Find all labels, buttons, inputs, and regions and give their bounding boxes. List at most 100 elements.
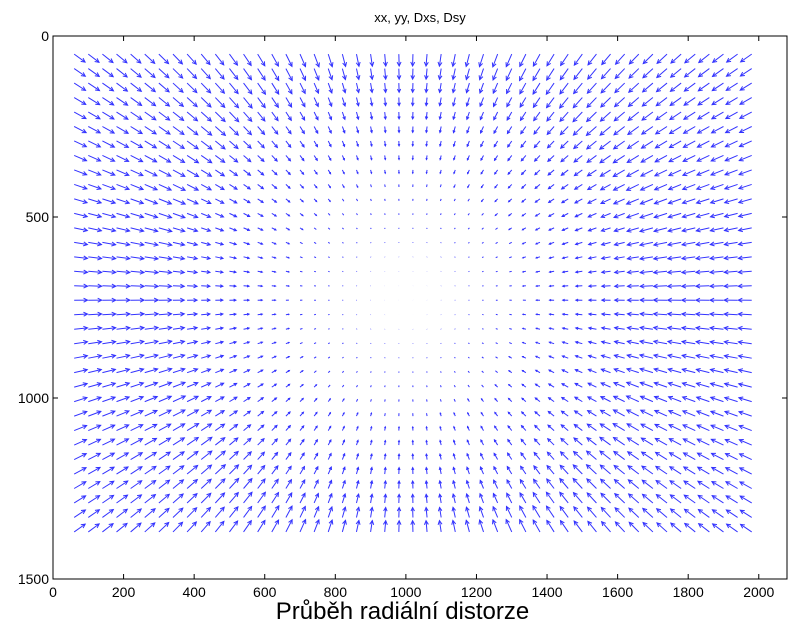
vector-arrowhead	[206, 492, 212, 498]
vector-arrowhead	[560, 185, 565, 190]
vector-arrowhead	[273, 313, 277, 316]
vector-arrowhead	[247, 505, 253, 511]
vector-arrowhead	[125, 227, 131, 233]
vector-arrowhead	[233, 340, 238, 345]
vector-arrowhead	[494, 397, 497, 401]
vector-arrow	[215, 327, 224, 330]
vector-arrowhead	[532, 75, 538, 82]
vector-arrowhead	[206, 409, 213, 415]
vector-arrow	[215, 423, 225, 431]
vector-arrowhead	[167, 241, 173, 247]
vector-arrowhead	[425, 439, 428, 443]
vector-arrowhead	[193, 199, 199, 205]
vector-arrow	[739, 467, 752, 475]
vector-arrowhead	[152, 395, 159, 401]
vector-arrowhead	[220, 213, 225, 218]
vector-arrowhead	[439, 425, 442, 429]
vector-arrowhead	[493, 158, 497, 162]
vector-arrow	[640, 183, 654, 191]
vector-arrowhead	[652, 269, 659, 275]
vector-arrowhead	[328, 425, 332, 429]
vector-arrow	[600, 82, 611, 94]
vector-arrowhead	[396, 506, 402, 512]
vector-arrow	[215, 313, 223, 316]
vector-arrowhead	[233, 354, 238, 359]
vector-arrow	[586, 140, 597, 150]
vector-arrowhead	[179, 255, 186, 261]
vector-arrow	[243, 212, 250, 217]
vector-arrowhead	[274, 491, 280, 498]
vector-arrowhead	[109, 129, 116, 134]
vector-arrow	[613, 126, 625, 136]
vector-arrow	[327, 111, 332, 120]
vector-arrowhead	[521, 355, 524, 358]
vector-arrowhead	[639, 297, 645, 303]
vector-arrowhead	[125, 269, 131, 275]
vector-arrowhead	[666, 283, 673, 289]
vector-arrowhead	[627, 116, 633, 122]
vector-arrowhead	[233, 505, 239, 512]
vector-arrow	[711, 140, 724, 148]
vector-arrowhead	[694, 269, 701, 275]
vector-arrowhead	[438, 452, 442, 457]
vector-arrowhead	[138, 424, 144, 429]
vector-arrow	[548, 397, 555, 403]
vector-arrowhead	[612, 436, 618, 442]
vector-arrowhead	[220, 492, 226, 498]
vector-arrow	[144, 354, 158, 359]
vector-arrow	[642, 493, 654, 504]
vector-arrowhead	[668, 466, 675, 471]
vector-arrowhead	[451, 61, 456, 68]
vector-arrow	[102, 270, 116, 273]
vector-arrowhead	[397, 493, 401, 498]
vector-arrowhead	[586, 158, 592, 164]
vector-arrowhead	[599, 172, 605, 177]
vector-arrowhead	[737, 368, 744, 373]
vector-arrow	[738, 369, 752, 374]
vector-arrow	[586, 492, 597, 504]
x-tick-label: 0	[49, 584, 57, 600]
vector-arrow	[214, 82, 225, 94]
vector-arrowhead	[711, 58, 718, 63]
vector-arrowhead	[625, 367, 632, 373]
vector-arrowhead	[153, 311, 160, 317]
vector-arrowhead	[234, 464, 240, 470]
vector-arrow	[186, 395, 199, 403]
vector-arrowhead	[166, 200, 173, 205]
vector-arrow	[696, 396, 710, 403]
vector-arrowhead	[612, 409, 618, 414]
vector-arrowhead	[533, 116, 538, 122]
vector-arrowhead	[451, 493, 456, 498]
vector-arrowhead	[479, 102, 484, 108]
vector-arrowhead	[315, 200, 318, 203]
vector-arrowhead	[342, 116, 346, 121]
vector-arrow	[285, 111, 292, 121]
vector-arrow	[144, 396, 158, 403]
vector-arrowhead	[695, 339, 701, 345]
vector-arrow	[215, 437, 226, 446]
vector-arrowhead	[453, 411, 456, 415]
vector-arrowhead	[652, 227, 659, 233]
vector-arrowhead	[466, 452, 470, 457]
vector-arrowhead	[260, 410, 265, 415]
vector-arrowhead	[519, 465, 525, 470]
vector-arrowhead	[612, 199, 619, 205]
vector-arrowhead	[287, 256, 291, 259]
vector-arrowhead	[696, 157, 702, 162]
vector-arrowhead	[561, 228, 565, 232]
vector-arrow	[102, 452, 115, 460]
vector-arrowhead	[287, 424, 292, 429]
vector-arrow	[439, 184, 442, 188]
vector-arrowhead	[559, 505, 565, 511]
vector-arrowhead	[137, 129, 144, 135]
vector-arrow	[186, 423, 199, 432]
vector-arrow	[130, 270, 145, 274]
vector-arrow	[667, 340, 682, 345]
vector-arrowhead	[97, 339, 103, 345]
vector-arrowhead	[206, 284, 212, 289]
vector-arrowhead	[369, 479, 374, 484]
vector-arrow	[229, 82, 239, 94]
vector-arrowhead	[573, 505, 579, 512]
vector-arrowhead	[683, 508, 689, 514]
vector-arrowhead	[83, 339, 89, 345]
